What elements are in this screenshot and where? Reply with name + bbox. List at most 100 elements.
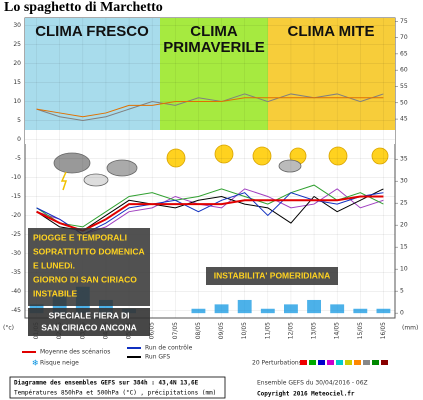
y2-tick-label: 5 [400,288,404,295]
y-tick-label: -10 [11,174,21,181]
precip-bar [330,304,345,314]
precip-bar [237,299,252,314]
footer-box [9,376,226,399]
y3-tick-label: 50 [400,99,408,106]
y2-tick-label: 15 [400,244,408,251]
legend-swatch [336,360,343,365]
x-tick-label: 12/05 [287,322,294,339]
footer-text: Températures 850hPa et 500hPa (°C) , pré… [14,390,216,397]
y-unit: (°c) [3,325,14,332]
precip-bar [214,304,229,314]
legend-swatch [345,360,352,365]
legend-label: Run de contrôle [145,345,193,352]
footer-text: Diagramme des ensembles GEFS sur 384h : … [14,380,199,387]
y2-tick-label: 20 [400,222,408,229]
annotation: GIORNO DI SAN CIRIACO [33,274,137,284]
annotation-box [28,228,150,306]
y2-unit: (mm) [402,325,418,332]
y-tick-label: 25 [13,41,21,48]
legend-label: Risque neige [40,360,79,367]
chart-title: Lo spaghetto di Marchetto [4,0,163,15]
annotation: INSTABILE [33,288,78,298]
annotation: SPECIALE FIERA DI [49,310,130,320]
y-tick-label: -5 [15,155,21,162]
precip-bar [191,308,206,314]
legend-label: 20 Perturbations [252,360,302,367]
run-info: Ensemble GEFS du 30/04/2016 - 06Z [257,380,368,387]
series-line [36,184,384,228]
y2-tick-label: 35 [400,156,408,163]
y-tick-label: -15 [11,193,21,200]
y3-tick-label: 60 [400,67,408,74]
y3-tick-label: 65 [400,50,408,57]
legend-label: Moyenne des scénarios [40,349,110,356]
legend-label: Run GFS [145,354,170,361]
y3-tick-label: 55 [400,83,408,90]
legend-swatch [381,360,388,365]
y-tick-label: -40 [11,288,21,295]
annotation: SOPRATTUTTO DOMENICA [33,246,145,256]
zone-title: CLIMA MITE [288,23,375,40]
annotation: SAN CIRIACO ANCONA [41,322,137,332]
y-tick-label: 15 [13,79,21,86]
zone-primaverile [160,18,268,130]
y2-tick-label: 10 [400,266,408,273]
series-line [36,195,384,232]
legend-icon: ❄ [32,359,39,368]
annotation: E LUNEDì. [33,260,75,270]
series-line [36,188,384,232]
legend-swatch [300,360,307,365]
panel-gap [25,130,395,144]
precip-bar [260,308,275,314]
x-tick-label: 14/05 [334,322,341,339]
precip-bar [376,308,391,314]
legend-swatch [327,360,334,365]
y-tick-label: -45 [11,307,21,314]
y-tick-label: 30 [13,22,21,29]
y-tick-label: -30 [11,250,21,257]
y3-tick-label: 70 [400,34,408,41]
annotation-box [206,267,338,285]
y-tick-label: 0 [17,136,21,143]
series-line [36,97,384,118]
y2-tick-label: 0 [400,310,404,317]
zone-mite [268,18,395,130]
y-tick-label: -35 [11,269,21,276]
y2-tick-label: 30 [400,178,408,185]
y-tick-label: 10 [13,98,21,105]
x-tick-label: 15/05 [357,322,364,339]
precip-bar [307,299,321,314]
x-tick-label: 06/05 [149,322,156,339]
zone-title: PRIMAVERILE [163,39,264,56]
y-tick-label: -25 [11,231,21,238]
legend-swatch [309,360,316,365]
x-tick-label: 11/05 [264,322,271,339]
series-line [36,93,384,122]
precip-bar [284,304,298,314]
y-tick-label: -20 [11,212,21,219]
weather-icons [53,144,389,191]
zone-title: CLIMA FRESCO [35,23,149,40]
x-tick-label: 10/05 [241,322,248,339]
x-tick-label: 09/05 [218,322,225,339]
legend-swatch [318,360,325,365]
x-tick-label: 08/05 [195,322,202,339]
copyright: Copyright 2016 Meteociel.fr [257,391,355,398]
y3-tick-label: 45 [400,116,408,123]
x-tick-label: 07/05 [172,322,179,339]
x-tick-label: 13/05 [311,322,318,339]
y-tick-label: 20 [13,60,21,67]
legend-swatch [363,360,370,365]
zone-title: CLIMA [190,23,238,40]
annotation: INSTABILITA' POMERIDIANA [214,270,330,280]
annotation: PIOGGE E TEMPORALI [33,232,127,242]
legend-swatch [354,360,361,365]
y2-tick-label: 25 [400,200,408,207]
precip-bar [353,308,368,314]
annotation-box [28,308,150,336]
x-tick-label: 16/05 [380,322,387,339]
y3-tick-label: 75 [400,18,408,25]
legend-swatch [372,360,379,365]
y-tick-label: 5 [17,117,21,124]
